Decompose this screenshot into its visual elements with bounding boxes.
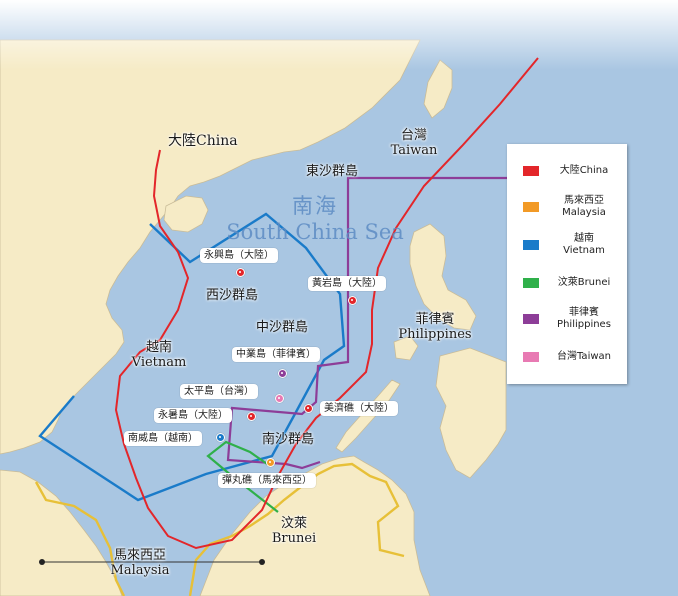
- country-label-vietnam: 越南 Vietnam: [126, 340, 192, 370]
- legend-label-philippines-en: Philippines: [557, 319, 611, 330]
- land-hainan: [163, 195, 209, 233]
- island-group-zhongsha: 中沙群島: [256, 320, 309, 335]
- island-group-xisha: 西沙群島: [206, 288, 259, 303]
- country-label-malaysia: 馬來西亞 Malaysia: [100, 548, 180, 578]
- malaysia-pointer-end-left: [39, 559, 45, 565]
- claim-line-vietnam: [38, 212, 346, 502]
- feature-label-huangyan-island: 黃岩島（大陸）: [308, 276, 386, 291]
- legend-swatch-china: [523, 166, 539, 176]
- sea-label: 南海 South China Sea: [220, 190, 410, 244]
- legend-text-vietnam: 越南 Vietnam: [543, 230, 625, 260]
- top-fade: [0, 0, 678, 70]
- legend-swatch-brunei: [523, 278, 539, 288]
- country-label-taiwan-zh: 台灣: [400, 128, 427, 143]
- feature-label-taiping-island: 太平島（台灣）: [180, 384, 258, 399]
- legend-swatch-vietnam: [523, 240, 539, 250]
- legend-label-taiwan-zh: 台灣Taiwan: [556, 351, 611, 362]
- country-label-vietnam-en: Vietnam: [131, 355, 187, 370]
- marker-danwan-reef: [266, 458, 275, 467]
- marker-nanwei-island: [216, 433, 225, 442]
- island-group-nansha: 南沙群島: [262, 432, 315, 447]
- claim-line-china: [114, 57, 539, 550]
- country-label-brunei: 汶萊 Brunei: [266, 516, 322, 546]
- legend-item-taiwan: 台灣Taiwan: [507, 342, 627, 372]
- legend-swatch-philippines: [523, 314, 539, 324]
- marker-huangyan-island: [348, 296, 357, 305]
- marker-yongshu-reef: [247, 412, 256, 421]
- sea-label-en: South China Sea: [226, 220, 404, 244]
- land-visayas-mindanao: [435, 347, 507, 479]
- land-mainland-asia: [0, 39, 421, 455]
- land-luzon: [409, 223, 477, 331]
- island-group-dongsha: 東沙群島: [306, 164, 359, 179]
- legend: 大陸China 馬來西亞 Malaysia 越南 Vietnam 汶萊Brune…: [507, 144, 627, 384]
- land-mindoro: [393, 335, 419, 361]
- land-malay-peninsula: [0, 469, 123, 596]
- feature-label-zhongye-island: 中業島（菲律賓）: [232, 347, 320, 362]
- marker-zhongye-island: [278, 369, 287, 378]
- country-label-vietnam-zh: 越南: [145, 340, 172, 355]
- marker-taiping-island: [275, 394, 284, 403]
- feature-label-nanwei-island: 南威島（越南）: [124, 431, 202, 446]
- country-label-brunei-en: Brunei: [271, 531, 317, 546]
- border-malaysia-peninsula: [34, 481, 126, 596]
- legend-label-china-zh: 大陸China: [559, 165, 609, 176]
- legend-text-taiwan: 台灣Taiwan: [543, 342, 625, 372]
- legend-item-malaysia: 馬來西亞 Malaysia: [507, 192, 627, 222]
- country-label-malaysia-en: Malaysia: [110, 563, 170, 578]
- malaysia-pointer-end-right: [259, 559, 265, 565]
- marker-yongxing-island: [236, 268, 245, 277]
- land-borneo: [199, 455, 431, 596]
- legend-label-vietnam-zh: 越南: [574, 233, 594, 244]
- country-label-brunei-zh: 汶萊: [280, 516, 307, 531]
- legend-label-brunei-zh: 汶萊Brunei: [557, 277, 611, 288]
- country-label-philippines: 菲律賓 Philippines: [390, 312, 480, 342]
- legend-item-philippines: 菲律賓 Philippines: [507, 304, 627, 334]
- legend-text-brunei: 汶萊Brunei: [543, 268, 625, 298]
- feature-label-danwan-reef: 彈丸礁（馬來西亞）: [218, 473, 316, 488]
- feature-label-yongshu-reef: 永暑島（大陸）: [154, 408, 232, 423]
- country-label-china: 大陸China: [168, 134, 238, 149]
- legend-swatch-taiwan: [523, 352, 539, 362]
- legend-item-brunei: 汶萊Brunei: [507, 268, 627, 298]
- feature-label-yongxing-island: 永興島（大陸）: [200, 248, 278, 263]
- country-label-taiwan: 台灣 Taiwan: [386, 128, 442, 158]
- legend-swatch-malaysia: [523, 202, 539, 212]
- country-label-taiwan-en: Taiwan: [390, 143, 438, 158]
- sea-label-zh: 南海: [292, 194, 338, 218]
- legend-label-philippines-zh: 菲律賓: [569, 307, 599, 318]
- marker-meiji-reef: [304, 404, 313, 413]
- legend-item-vietnam: 越南 Vietnam: [507, 230, 627, 260]
- legend-label-vietnam-en: Vietnam: [563, 245, 605, 256]
- country-label-philippines-en: Philippines: [398, 327, 472, 342]
- border-malaysia-borneo: [188, 462, 405, 596]
- legend-label-malaysia-zh: 馬來西亞: [564, 195, 604, 206]
- legend-text-china: 大陸China: [543, 156, 625, 186]
- feature-label-meiji-reef: 美濟礁（大陸）: [320, 401, 398, 416]
- country-label-china-text: 大陸China: [168, 133, 238, 149]
- country-label-philippines-zh: 菲律賓: [415, 312, 455, 327]
- country-label-malaysia-zh: 馬來西亞: [113, 548, 166, 563]
- legend-label-malaysia-en: Malaysia: [562, 207, 606, 218]
- legend-item-china: 大陸China: [507, 156, 627, 186]
- legend-text-philippines: 菲律賓 Philippines: [543, 304, 625, 334]
- legend-text-malaysia: 馬來西亞 Malaysia: [543, 192, 625, 222]
- land-taiwan: [423, 59, 453, 119]
